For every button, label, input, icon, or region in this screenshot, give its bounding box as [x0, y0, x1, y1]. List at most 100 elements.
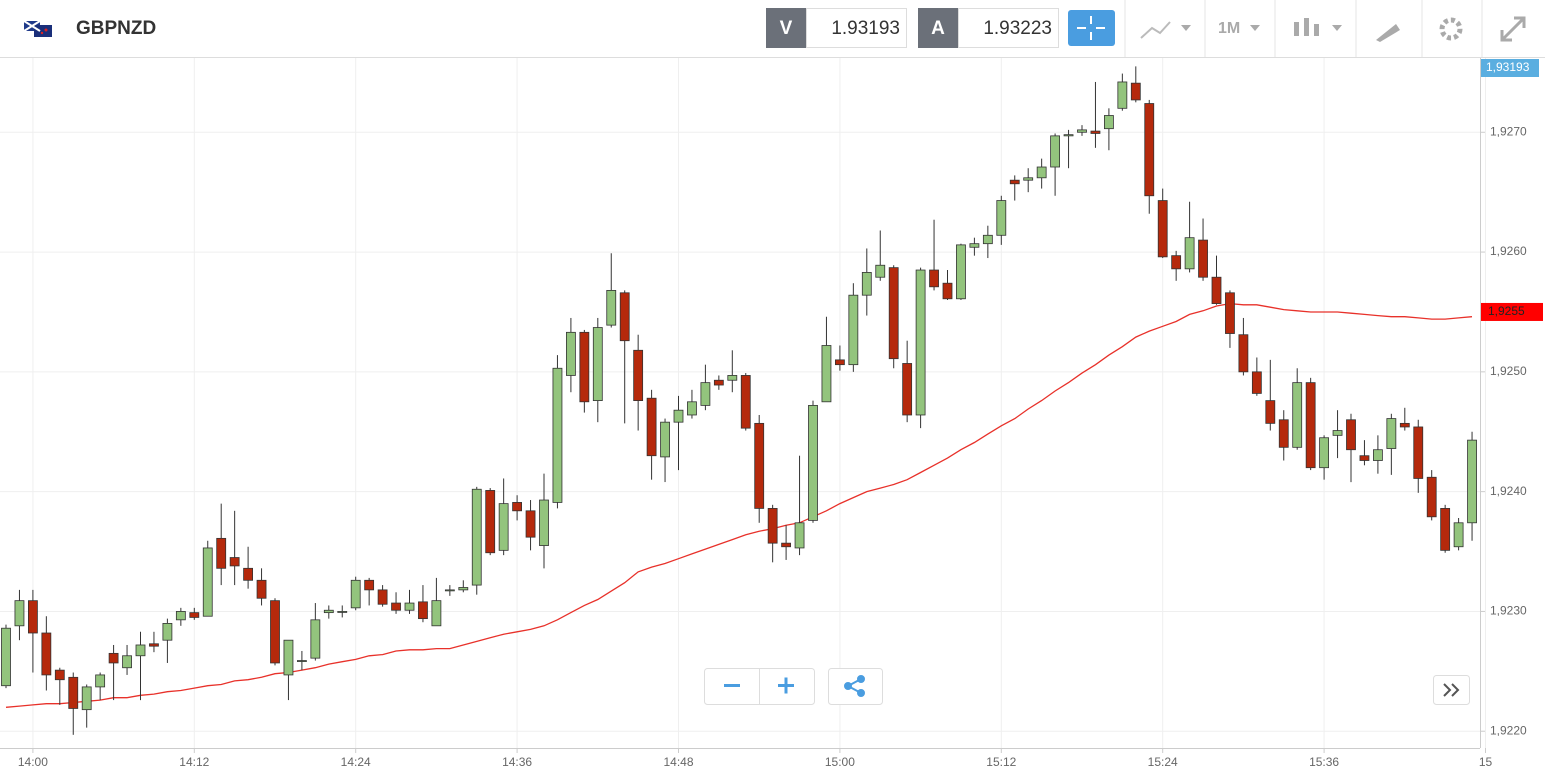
candle-body — [673, 409, 684, 423]
chart-type-button[interactable] — [1294, 18, 1342, 36]
candle-body — [54, 669, 65, 681]
candle-body — [216, 537, 227, 569]
candle-body — [1009, 179, 1020, 185]
candle-body — [700, 382, 711, 406]
timeframe[interactable]: 1M — [1218, 20, 1240, 37]
candle-body — [1117, 81, 1128, 109]
indicator-button[interactable] — [1140, 21, 1191, 39]
scroll-end-button[interactable] — [1433, 675, 1470, 705]
candle-body — [727, 375, 738, 381]
candle-body — [270, 600, 280, 664]
candle-body — [485, 490, 496, 554]
flag — [23, 20, 52, 37]
candle-body — [431, 600, 442, 627]
candle-body — [404, 602, 415, 611]
x-tick-label: 14:24 — [341, 755, 371, 769]
candle-body — [337, 611, 348, 613]
candle-body — [1198, 239, 1208, 278]
x-tick-label: 15:24 — [1148, 755, 1178, 769]
candle-body — [135, 644, 146, 657]
x-tick-label: 15:00 — [825, 755, 855, 769]
candle-body — [848, 294, 859, 366]
candle-body — [1023, 177, 1034, 181]
symbol: GBPNZD — [76, 18, 156, 39]
candle-body — [202, 547, 213, 617]
ma-value-label: 1,9255 — [1488, 304, 1525, 318]
candle-body — [1413, 426, 1424, 479]
candle-body — [391, 602, 401, 611]
moving-average — [5, 302, 1473, 708]
candle-body — [364, 579, 375, 591]
candle-body — [256, 579, 267, 599]
candle-body — [1077, 129, 1087, 133]
candle-body — [579, 331, 590, 403]
candle-body — [1036, 166, 1047, 179]
candle-body — [27, 600, 38, 634]
fullscreen-button[interactable] — [1500, 16, 1526, 42]
candle-body — [646, 397, 657, 457]
bid-button[interactable] — [766, 8, 806, 48]
candle-body — [68, 676, 79, 709]
candle-body — [512, 502, 522, 512]
price-marker — [1481, 59, 1539, 77]
candle-body — [1332, 430, 1343, 436]
candle-body — [740, 375, 751, 429]
candle-body — [1426, 476, 1437, 518]
candle-body — [444, 589, 455, 592]
zoom-in[interactable] — [778, 677, 794, 694]
x-tick-label: 14:36 — [502, 755, 532, 769]
candle-body — [956, 244, 966, 300]
candle-body — [14, 600, 25, 627]
timeframe-caret — [1250, 25, 1260, 31]
candle-body — [149, 643, 159, 647]
candle-body — [539, 499, 549, 546]
candle-body — [229, 557, 240, 567]
y-tick-label: 1,9240 — [1490, 484, 1527, 498]
zoom-out[interactable] — [724, 684, 740, 687]
candle-body — [1319, 437, 1329, 469]
price-label: 1,93193 — [1486, 60, 1530, 74]
candle-body — [1063, 134, 1074, 137]
settings-button[interactable] — [1439, 17, 1463, 41]
candle-body — [310, 619, 321, 659]
toolbar-separators — [1124, 0, 1483, 57]
candle-body — [781, 542, 791, 548]
candle-body — [888, 267, 899, 360]
candle-body — [942, 282, 953, 300]
share-button[interactable] — [828, 668, 883, 705]
ask-button[interactable] — [918, 8, 958, 48]
x-tick-label: 15:36 — [1309, 755, 1339, 769]
crosshair-button[interactable] — [1068, 10, 1115, 46]
candle-body — [1130, 82, 1141, 101]
candle-body — [243, 567, 254, 581]
candle-body — [189, 612, 200, 618]
draw-button[interactable] — [1376, 24, 1400, 42]
candle-body — [875, 264, 886, 278]
candle-body — [1399, 422, 1410, 428]
zoom-controls — [704, 668, 1470, 705]
candle-body — [1050, 135, 1060, 168]
candle-body — [633, 349, 644, 402]
candle-body — [687, 401, 697, 416]
candle-body — [95, 674, 106, 688]
candle-body — [592, 327, 603, 402]
candle-body — [108, 652, 119, 664]
candle-body — [821, 345, 832, 403]
candle-body — [323, 609, 334, 614]
candle-body — [350, 579, 361, 609]
candle-body — [162, 623, 173, 641]
y-tick-label: 1,9220 — [1490, 723, 1527, 737]
candle-body — [767, 508, 778, 544]
y-tick-label: 1,9230 — [1490, 604, 1527, 618]
bid-box[interactable] — [806, 8, 907, 48]
candle-body — [929, 269, 939, 288]
candle-body — [283, 639, 294, 676]
bid-label: V — [780, 18, 793, 39]
scroll-end-icon — [1443, 683, 1460, 697]
x-tick-label: 15 — [1479, 755, 1493, 769]
candle-body — [471, 488, 482, 586]
candle-body — [1171, 255, 1182, 270]
candle-body — [1184, 237, 1195, 270]
ask-box[interactable] — [958, 8, 1059, 48]
